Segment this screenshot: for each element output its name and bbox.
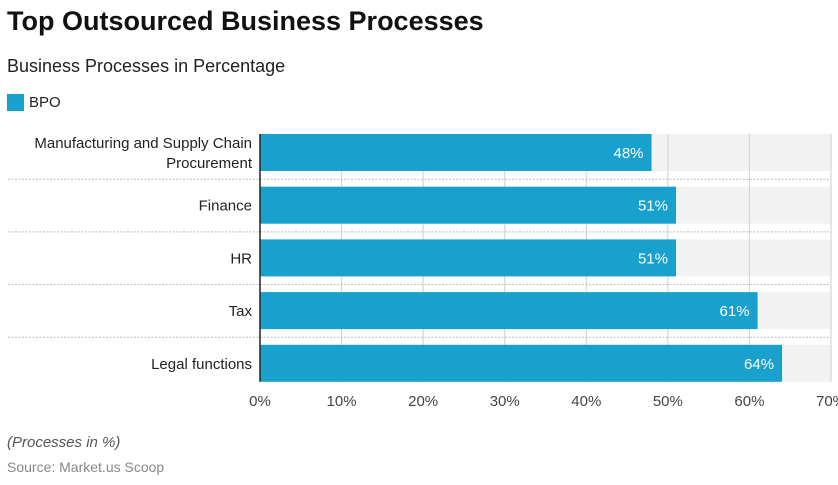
category-label: Tax xyxy=(229,303,253,320)
legend-label: BPO xyxy=(29,94,61,111)
category-label: Finance xyxy=(199,198,252,215)
chart-note: (Processes in %) xyxy=(7,434,121,451)
x-tick-label: 50% xyxy=(653,393,683,410)
x-tick-label: 10% xyxy=(327,393,357,410)
x-tick-label: 30% xyxy=(490,393,520,410)
data-label: 51% xyxy=(638,250,668,267)
bar xyxy=(260,239,677,277)
category-label: Manufacturing and Supply Chain xyxy=(34,135,252,152)
category-label: Legal functions xyxy=(151,356,252,373)
data-label: 48% xyxy=(614,145,644,162)
x-tick-label: 70% xyxy=(816,393,838,410)
bar xyxy=(260,344,783,382)
x-tick-label: 20% xyxy=(408,393,438,410)
data-label: 61% xyxy=(720,303,750,320)
legend: BPO xyxy=(7,94,61,111)
bar xyxy=(260,186,677,224)
data-label: 51% xyxy=(638,198,668,215)
category-label: HR xyxy=(230,250,252,267)
bar xyxy=(260,292,758,330)
chart-subtitle: Business Processes in Percentage xyxy=(7,56,286,76)
category-label: Procurement xyxy=(166,155,253,172)
x-tick-label: 60% xyxy=(734,393,764,410)
legend-swatch xyxy=(7,94,24,111)
data-label: 64% xyxy=(744,356,774,373)
source-text: Source: Market.us Scoop xyxy=(7,459,165,475)
chart-title: Top Outsourced Business Processes xyxy=(7,6,484,36)
x-tick-label: 40% xyxy=(571,393,601,410)
x-tick-label: 0% xyxy=(249,393,271,410)
bar xyxy=(260,134,652,171)
